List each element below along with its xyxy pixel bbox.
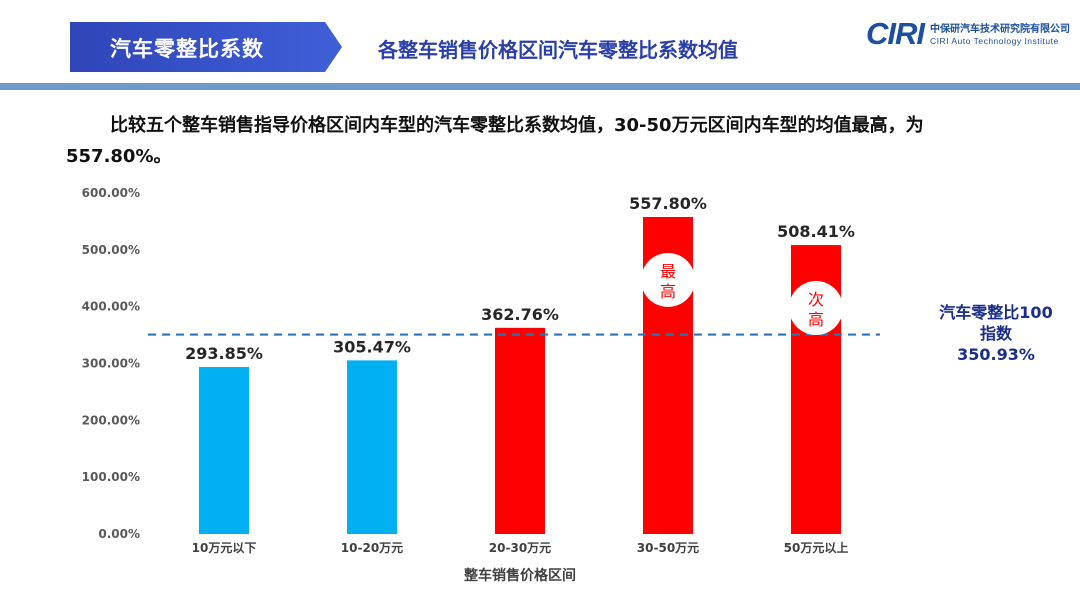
- x-tick-label: 10-20万元: [341, 541, 403, 555]
- annotation-text: 高: [808, 310, 824, 329]
- bar: [347, 360, 397, 534]
- x-tick-label: 50万元以上: [784, 540, 849, 555]
- annotation-text: 高: [660, 282, 676, 301]
- y-tick-label: 400.00%: [82, 300, 140, 314]
- x-axis-title: 整车销售价格区间: [463, 567, 576, 584]
- annotation-circle: [641, 252, 695, 307]
- annotation-circle: [789, 281, 843, 336]
- bar-value-label: 362.76%: [481, 305, 559, 324]
- header-divider: [0, 83, 1080, 90]
- bar-value-label: 293.85%: [185, 344, 263, 363]
- x-tick-label: 20-30万元: [489, 541, 551, 555]
- reference-callout-text: 汽车零整比100 指数 350.93%: [926, 302, 1066, 365]
- logo-mark: CIRI: [866, 16, 925, 51]
- y-tick-label: 200.00%: [82, 413, 140, 427]
- y-tick-label: 100.00%: [82, 470, 140, 484]
- y-tick-label: 0.00%: [98, 527, 140, 541]
- x-tick-label: 30-50万元: [637, 541, 699, 555]
- x-tick-label: 10万元以下: [192, 541, 257, 555]
- y-tick-label: 500.00%: [82, 243, 140, 257]
- header-section-tab: [70, 22, 342, 72]
- section-label: 汽车零整比系数: [110, 37, 264, 61]
- y-tick-label: 300.00%: [82, 357, 140, 371]
- logo-company-name: 中保研汽车技术研究院有限公司: [930, 24, 1070, 35]
- ciri-logo: CIRI 中保研汽车技术研究院有限公司 CIRI Auto Technology…: [866, 16, 1070, 52]
- annotation-text: 次: [808, 290, 824, 309]
- y-tick-label: 600.00%: [82, 186, 140, 200]
- bar: [495, 327, 545, 534]
- bar: [199, 366, 249, 534]
- bar-value-label: 305.47%: [333, 337, 411, 356]
- reference-callout-line2: 指数: [979, 324, 1012, 343]
- reference-callout: [908, 292, 1080, 372]
- logo-english-name: CIRI Auto Technology Institute: [930, 36, 1059, 46]
- summary-text: 比较五个整车销售指导价格区间内车型的汽车零整比系数均值，30-50万元区间内车型…: [66, 115, 924, 167]
- bar-value-label: 557.80%: [629, 194, 707, 213]
- bar-value-label: 508.41%: [777, 222, 855, 241]
- annotation-text: 最: [660, 262, 676, 281]
- page-title: 各整车销售价格区间汽车零整比系数均值: [378, 38, 738, 62]
- reference-callout-line3: 350.93%: [957, 345, 1035, 364]
- reference-callout-line1: 汽车零整比100: [939, 303, 1053, 322]
